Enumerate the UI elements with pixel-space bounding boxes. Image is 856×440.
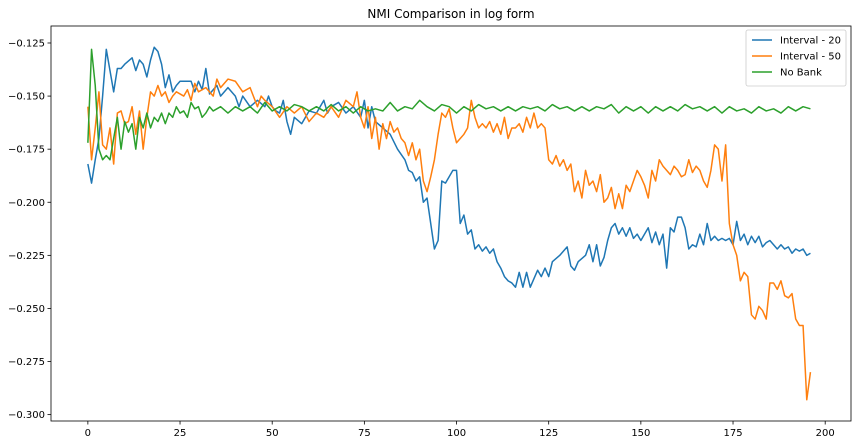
y-tick-label: −0.200 [8,198,45,209]
x-tick-label: 50 [266,428,279,439]
x-tick-label: 175 [723,428,742,439]
y-tick-label: −0.250 [8,304,45,315]
legend-label-1: Interval - 20 [780,36,841,47]
y-tick-label: −0.300 [8,410,45,421]
legend: Interval - 20 Interval - 50 No Bank [745,29,847,87]
chart-title: NMI Comparison in log form [367,7,534,21]
legend-label-3: No Bank [780,68,822,79]
x-tick-label: 0 [85,428,91,439]
x-tick-label: 150 [631,428,650,439]
x-tick-label: 25 [174,428,187,439]
legend-label-2: Interval - 50 [780,52,841,63]
x-tick-label: 100 [447,428,466,439]
plot-frame [50,25,852,422]
x-tick-label: 75 [358,428,371,439]
y-tick-label: −0.175 [8,145,45,156]
y-tick-label: −0.125 [8,38,45,49]
series-line-3 [87,48,811,161]
y-tick-label: −0.150 [8,92,45,103]
series-line-1 [87,46,811,288]
x-tick-label: 200 [816,428,835,439]
series-line-2 [87,78,812,401]
y-tick-label: −0.225 [8,251,45,262]
axes-layer: 0 25 50 75 100 125 150 175 200 −0.300 −0.275 −0.250… [8,25,852,439]
y-tick-label: −0.275 [8,357,45,368]
series-layer [87,46,812,401]
x-tick-label: 125 [539,428,558,439]
